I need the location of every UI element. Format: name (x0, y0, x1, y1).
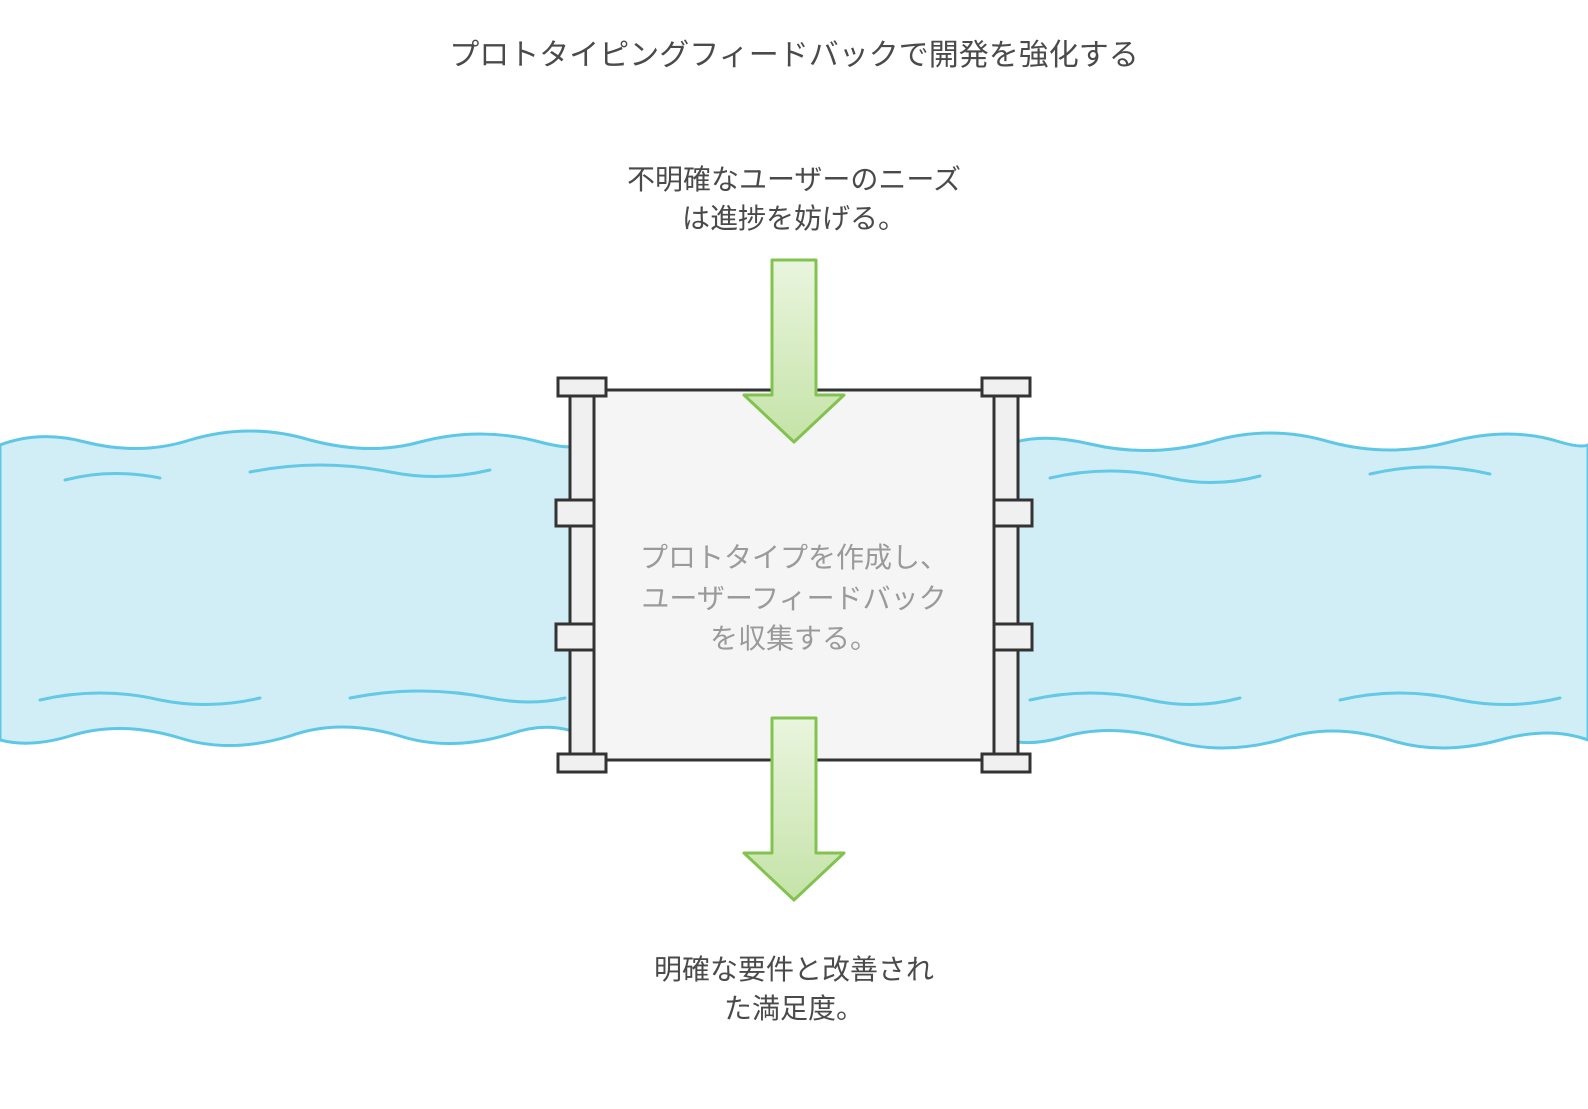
water-right (1006, 433, 1588, 748)
process-text: プロトタイプを作成し、ユーザーフィードバックを収集する。 (634, 538, 954, 660)
water-left (0, 431, 582, 746)
input-text: 不明確なユーザーのニーズは進捗を妨げる。 (624, 160, 964, 238)
page-title: プロトタイピングフィードバックで開発を強化する (449, 30, 1138, 74)
output-text: 明確な要件と改善された満足度。 (644, 950, 944, 1028)
